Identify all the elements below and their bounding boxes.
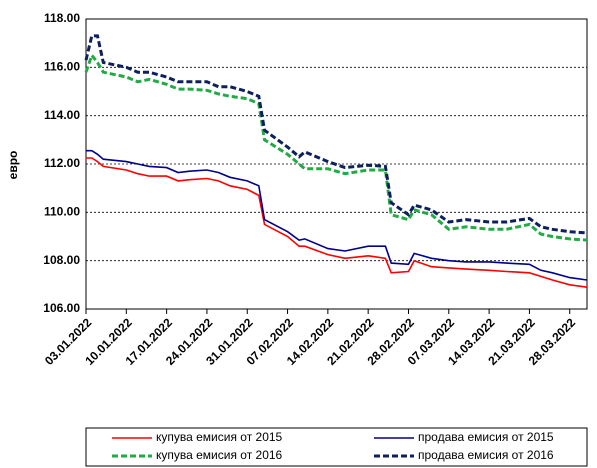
y-tick-label: 114.00 [44,108,80,122]
plot-frame [85,18,588,310]
y-tick-label: 118.00 [44,11,80,25]
series-line [86,157,588,288]
legend-box [85,427,588,467]
series-line [84,34,588,235]
legend-label: продава емисия от 2015 [418,430,554,444]
y-tick-label: 106.00 [43,301,80,315]
y-axis-label: евро [6,151,20,180]
legend-label: купува емисия от 2015 [156,430,283,444]
y-tick-label: 116.00 [44,60,80,74]
legend-label: купува емисия от 2016 [156,448,283,462]
y-tick-label: 108.00 [43,253,80,267]
y-tick-label: 112.00 [44,156,80,170]
legend-label: продава емисия от 2016 [418,448,554,462]
series-line [84,52,588,242]
series-line [86,149,588,281]
y-tick-label: 110.00 [44,205,80,219]
